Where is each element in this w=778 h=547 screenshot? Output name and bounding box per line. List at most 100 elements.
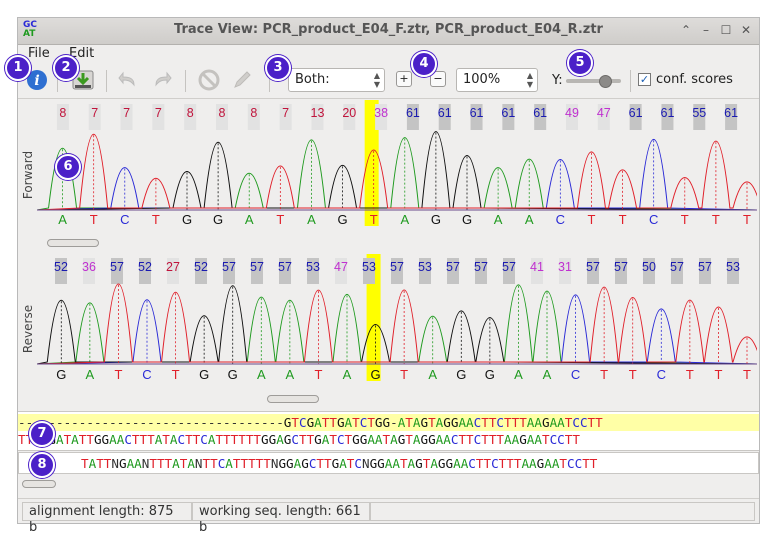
forward-score-label: 61 — [501, 106, 515, 120]
forward-score-bar — [311, 104, 324, 130]
forward-score-bar — [597, 104, 610, 130]
forward-score-bar — [629, 104, 642, 130]
menu-edit[interactable]: Edit — [69, 46, 95, 61]
forward-score-label: 61 — [406, 106, 420, 120]
zoom-out-button[interactable]: − — [430, 71, 446, 87]
reverse-score: 53 — [418, 258, 432, 284]
forward-score-label: 7 — [123, 106, 130, 120]
reverse-score-bar — [559, 258, 571, 284]
reverse-score-label: 52 — [194, 260, 208, 274]
forward-score-label: 61 — [724, 106, 738, 120]
reverse-score-bar — [279, 258, 291, 284]
marker-3: 3 — [265, 55, 291, 81]
forward-score: 7 — [152, 104, 165, 130]
reverse-base: A — [86, 367, 95, 382]
forward-scrollbar[interactable] — [37, 237, 757, 249]
stop-button[interactable] — [196, 67, 222, 93]
reverse-score: 52 — [138, 258, 152, 284]
reverse-trace-panel[interactable]: 52 36 57 52 27 52 57 57 57 53 47 53 57 53 57 57 57 41 31 57… — [37, 254, 757, 393]
y-scale-slider-handle[interactable] — [598, 75, 612, 88]
reverse-score: 57 — [278, 258, 292, 284]
maximize-icon[interactable]: ☐ — [720, 23, 732, 37]
reverse-score: 52 — [54, 258, 68, 284]
reverse-score-label: 47 — [334, 260, 348, 274]
reverse-score: 57 — [474, 258, 488, 284]
y-scale-slider[interactable] — [566, 75, 621, 88]
forward-label: Forward — [21, 150, 35, 200]
undo-button[interactable] — [115, 67, 141, 93]
menu-file[interactable]: File — [28, 46, 50, 61]
forward-base: T — [276, 212, 284, 227]
forward-score-bar — [375, 104, 388, 130]
reverse-score-label: 57 — [614, 260, 628, 274]
forward-score: 7 — [88, 104, 101, 130]
alignment-row-reference: TTAAGATATTGGAACTTTATACTTCATTTTTTGGAGCTTG… — [18, 432, 580, 447]
forward-trace-panel[interactable]: 8 7 7 7 8 8 8 7 13 20 38 61 61 61 61 61 49 47 61 61 55 61 A T C T… — [37, 100, 757, 238]
redo-button[interactable] — [149, 67, 175, 93]
forward-base: A — [494, 212, 503, 227]
info-icon: i — [27, 70, 47, 90]
reverse-score: 53 — [306, 258, 320, 284]
reverse-score-bar — [503, 258, 515, 284]
alignment-view[interactable]: -----------------------------------GTCGA… — [18, 411, 759, 451]
redo-icon — [155, 71, 172, 87]
marker-2: 2 — [53, 55, 79, 81]
forward-score: 47 — [597, 104, 611, 130]
reverse-base: G — [485, 367, 495, 382]
reverse-base: T — [172, 367, 180, 382]
conf-scores-label: conf. scores — [656, 72, 733, 87]
marker-7: 7 — [29, 421, 55, 447]
reverse-score: 47 — [334, 258, 348, 284]
close-icon[interactable]: ✕ — [740, 23, 752, 37]
reverse-score-bar — [447, 258, 459, 284]
reverse-trace-T — [37, 283, 757, 365]
forward-score-bar — [470, 104, 483, 130]
forward-score-bar — [438, 104, 451, 130]
forward-score-label: 61 — [629, 106, 643, 120]
forward-base: G — [462, 212, 472, 227]
forward-score-label: 7 — [91, 106, 98, 120]
reverse-base: T — [714, 367, 722, 382]
reverse-scrollbar[interactable] — [37, 393, 757, 405]
reverse-score-bar — [699, 258, 711, 284]
reverse-base: C — [142, 367, 151, 382]
forward-score-bar — [534, 104, 547, 130]
info-button[interactable]: i — [24, 67, 50, 93]
reverse-score-label: 50 — [642, 260, 656, 274]
status-empty — [370, 502, 755, 521]
alignment-scrollbar[interactable] — [18, 478, 759, 490]
consensus-view[interactable]: TATTNGAANTTTATANTTCATTTTTNGGAGCTTGATCNGG… — [18, 452, 759, 474]
forward-score: 8 — [247, 104, 260, 130]
alignment-scroll-thumb[interactable] — [22, 480, 56, 488]
forward-base: G — [182, 212, 192, 227]
keep-above-icon[interactable]: ⌃ — [680, 23, 692, 37]
edit-button[interactable] — [229, 67, 255, 93]
title-bar[interactable]: GC AT Trace View: PCR_product_E04_F.ztr, … — [18, 18, 759, 45]
reverse-base: A — [543, 367, 552, 382]
zoom-in-button[interactable]: + — [396, 71, 412, 87]
forward-scroll-thumb[interactable] — [47, 239, 99, 247]
minimize-icon[interactable]: – — [703, 23, 709, 37]
zoom-select[interactable]: 100% ▲ ▼ — [456, 68, 538, 92]
forward-score-label: 61 — [470, 106, 484, 120]
reverse-score: 57 — [670, 258, 684, 284]
forward-trace-T — [37, 134, 757, 211]
conf-scores-checkbox[interactable]: ✓ — [638, 73, 651, 86]
reverse-score-label: 57 — [586, 260, 600, 274]
strand-select[interactable]: Both: ▲ ▼ — [288, 68, 385, 92]
reverse-base: C — [657, 367, 666, 382]
save-button[interactable] — [70, 67, 96, 93]
reverse-score-bar — [223, 258, 235, 284]
reverse-score-label: 57 — [698, 260, 712, 274]
forward-score-label: 49 — [565, 106, 579, 120]
alignment-row-forward: -----------------------------------GTCGA… — [18, 414, 759, 431]
forward-base: A — [525, 212, 534, 227]
window-title: Trace View: PCR_product_E04_F.ztr, PCR_p… — [174, 22, 603, 37]
forward-base: T — [712, 212, 720, 227]
reverse-score-label: 53 — [418, 260, 432, 274]
forward-score-label: 61 — [661, 106, 675, 120]
reverse-scroll-thumb[interactable] — [267, 395, 319, 403]
reverse-score-label: 53 — [726, 260, 740, 274]
forward-base: C — [120, 212, 129, 227]
forward-base: G — [213, 212, 223, 227]
